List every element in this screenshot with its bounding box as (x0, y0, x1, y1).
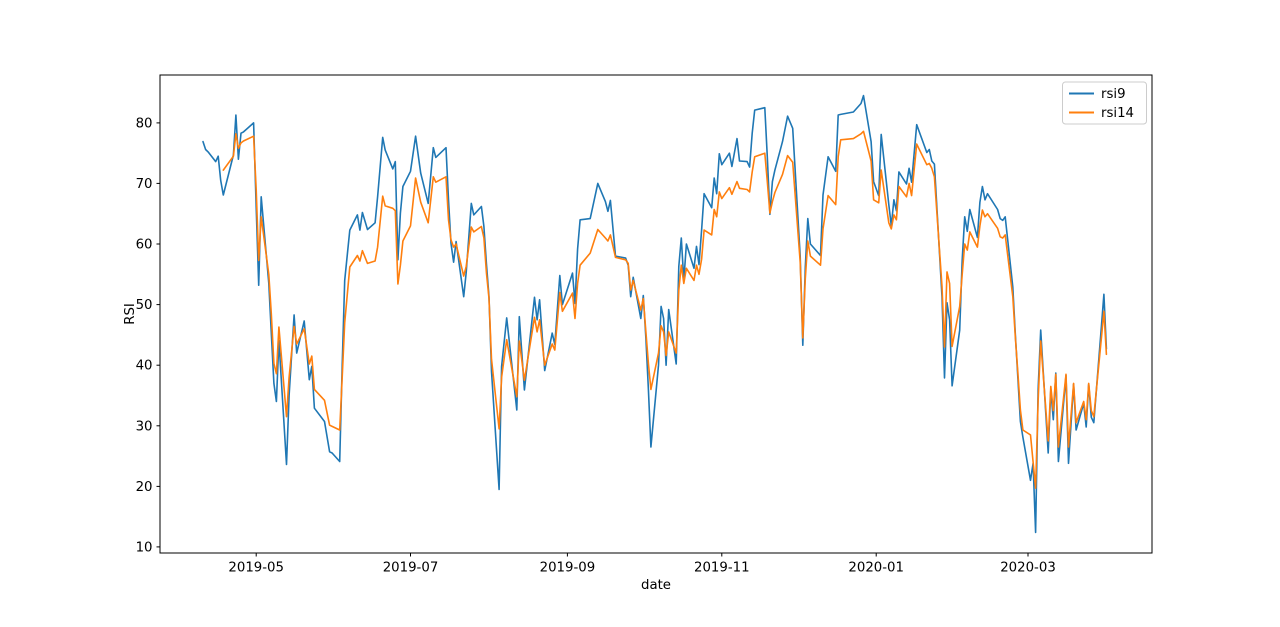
x-tick-label: 2019-09 (540, 561, 596, 576)
x-tick-label: 2020-03 (1000, 561, 1056, 576)
y-tick-label: 30 (136, 419, 153, 434)
rsi9-line (202, 94, 1108, 534)
legend: rsi9 rsi14 (1062, 81, 1147, 125)
y-tick-label: 50 (136, 298, 153, 313)
x-tick-label: 2019-11 (694, 561, 750, 576)
y-axis-label: RSI (123, 303, 138, 325)
series-rsi9 (202, 94, 1108, 534)
legend-label-rsi9: rsi9 (1101, 87, 1126, 102)
y-tick-label: 10 (136, 540, 153, 555)
axes-frame (159, 74, 1153, 554)
y-tick-label: 60 (136, 238, 153, 253)
y-tick-label: 70 (136, 177, 153, 192)
x-axis: 2019-05 2019-07 2019-09 2019-11 2020-01 2020-… (228, 553, 1056, 576)
x-tick-label: 2019-07 (383, 561, 439, 576)
y-tick-label: 40 (136, 359, 153, 374)
y-axis: 10 20 30 40 50 60 70 80 (136, 116, 160, 555)
legend-label-rsi14: rsi14 (1101, 106, 1134, 121)
x-tick-label: 2020-01 (848, 561, 904, 576)
series-rsi14 (222, 130, 1108, 490)
y-tick-label: 20 (136, 480, 153, 495)
x-tick-label: 2019-05 (228, 561, 284, 576)
rsi14-line (222, 130, 1108, 490)
plot-area (159, 74, 1153, 554)
y-tick-label: 80 (136, 116, 153, 131)
x-axis-label: date (641, 578, 671, 593)
